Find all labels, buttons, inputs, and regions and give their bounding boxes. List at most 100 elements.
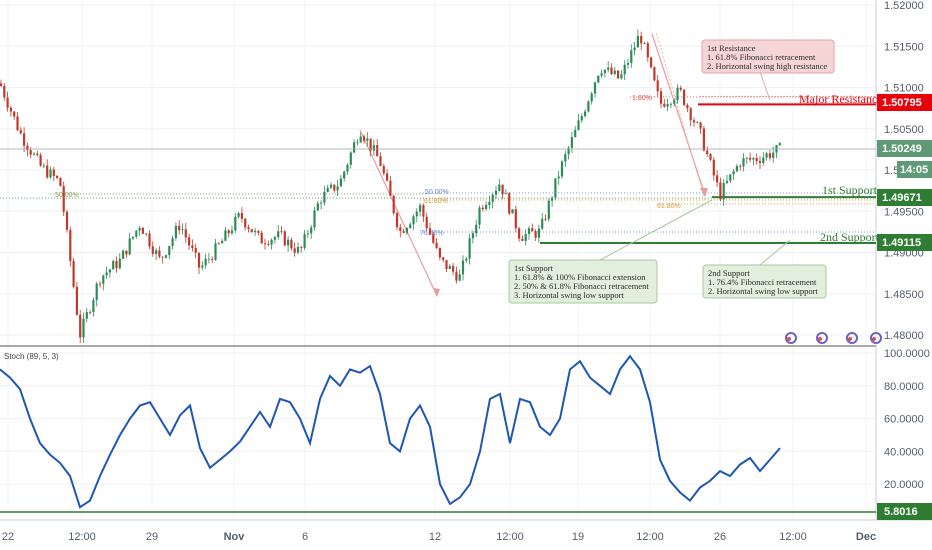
candle-body [732,171,735,175]
candle-body [428,228,432,235]
candle-body [537,228,540,238]
candle-body [214,243,217,260]
candle-body [564,154,567,162]
candle-body [735,165,738,172]
fib-label-764: 76.40% [420,230,444,237]
candle-body [692,120,696,123]
candle-body [217,243,220,245]
candle-body [725,180,729,183]
candle-body [445,259,448,269]
price-tick-label: 1.51000 [884,83,924,95]
candle-body [290,239,293,249]
candle-body [577,120,580,130]
candle-body [570,137,573,148]
candle-body [488,202,491,205]
candle-body [389,180,392,196]
candle-body [39,155,42,166]
candle-body [75,286,78,315]
candle-body [758,161,762,163]
candle-body [501,184,504,195]
candle-body [201,265,204,268]
candle-body [643,43,646,45]
support1-callout-line-1: 1st Support [514,263,554,273]
candle-body [254,230,257,233]
candle-body [316,203,319,211]
first-support-tag-value: 1.49671 [882,192,922,204]
stoch-title[interactable]: Stoch (89, 5, 3) [4,352,59,361]
candle-body [376,145,379,157]
candle-body [23,133,26,146]
candle-body [323,191,326,203]
stoch-level-tag [877,503,932,520]
fibonacci-guides: 50.00% 1.80% 61.80% 76.40% 50.00% 61.80% [50,95,876,237]
candle-body [603,69,606,74]
candle-body [72,261,75,287]
candle-body [92,300,95,313]
candle-body [244,218,247,228]
candle-body [287,239,290,246]
candle-body [224,230,227,241]
candle-body [702,128,705,151]
candle-body [709,154,712,160]
time-axis[interactable]: 22 12:00 29 Nov 6 12 12:00 19 12:00 26 12:00 Dec [2,531,876,543]
candle-body [207,258,210,260]
candle-body [56,175,59,178]
candle-body [382,166,385,174]
candle-body [755,158,758,162]
candle-body [531,228,534,232]
support2-callout[interactable]: 2nd Support 1. 76.4% Fibonacci retraceme… [702,239,827,299]
candle-body [230,230,234,234]
candle-body [95,283,98,301]
candle-body [174,225,177,239]
candle-body [557,176,560,179]
support1-callout-line-2: 1. 61.8% & 100% Fibonacci extension [514,272,646,282]
resistance-callout[interactable]: 1st Resistance 1. 61.8% Fibonacci retrac… [701,39,835,101]
time-tick-label: 12:00 [779,531,807,543]
candle-body [184,229,187,238]
candle-body [6,97,9,108]
candle-body [178,225,181,231]
candle-body [527,228,531,234]
resistance-callout-pointer [759,71,771,101]
candle-body [273,237,276,240]
stoch-tick-label: 100.0000 [884,348,930,360]
candle-body [452,265,455,272]
candle-body [630,50,633,64]
candle-body [518,228,521,239]
candle-body [587,101,590,112]
candle-body [260,232,263,244]
candle-body [676,87,679,101]
event-icons[interactable] [785,332,882,344]
candle-body [419,205,422,212]
candle-body [689,108,692,121]
candle-body [135,230,138,237]
candle-body [164,255,168,258]
candle-body [778,143,781,146]
stoch-tick-label: 20.0000 [884,479,924,491]
candle-body [366,138,369,141]
time-tick-label: 29 [146,531,158,543]
candle-body [524,233,527,241]
candle-body [669,103,672,105]
candle-body [402,231,405,233]
trend-arrows[interactable] [359,31,708,297]
support1-callout-pointer [599,199,713,261]
stoch-axis[interactable]: 100.0000 80.0000 60.0000 40.0000 20.0000 [884,348,930,491]
support1-callout[interactable]: 1st Support 1. 61.8% & 100% Fibonacci ex… [508,199,713,304]
candle-body [422,205,425,217]
candle-body [303,234,306,248]
candle-body [752,158,755,160]
candle-body [590,93,593,102]
candle-body [458,274,461,281]
candle-body [659,91,663,104]
price-tick-label: 1.48000 [884,330,924,342]
time-tick-label: Nov [224,531,246,543]
candle-body [706,150,709,155]
candle-body [739,165,742,167]
candle-body [349,152,352,165]
candle-body [102,275,105,284]
level-lines [0,95,876,245]
candle-body [762,157,765,163]
support1-callout-box [508,259,658,304]
